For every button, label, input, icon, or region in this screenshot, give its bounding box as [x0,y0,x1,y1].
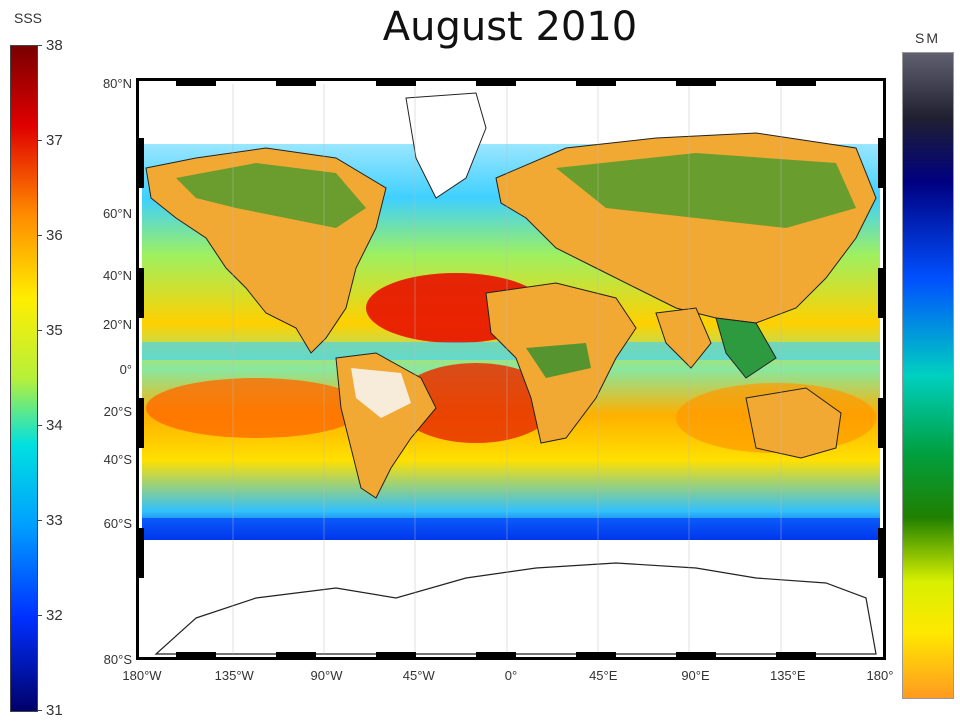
latitude-label: 60°N [102,206,132,221]
longitude-label: 180° [866,668,894,683]
sss-tick-label: 35 [46,322,63,339]
antarctica-outline [154,562,877,655]
south-pacific-high-salinity [146,378,366,438]
southeast-asia-landmass [715,317,777,379]
map-title: August 2010 [382,4,638,50]
southern-ocean-fresh-band [142,518,880,540]
longitude-label: 135°W [214,668,254,683]
world-map [136,78,886,660]
sss-tick-mark [37,425,42,426]
sss-tick-mark [37,235,42,236]
sss-tick-mark [37,520,42,521]
latitude-label: 40°N [102,268,132,283]
latitude-label: 40°S [103,452,132,467]
latitude-label: 20°N [102,317,132,332]
australia-landmass [745,387,842,459]
longitude-label: 45°W [402,668,435,683]
sss-tick-label: 34 [46,417,63,434]
latitude-label: 80°S [103,652,132,667]
sss-tick-mark [37,710,42,711]
sss-tick-mark [37,330,42,331]
south-asia-landmass [655,307,712,369]
longitude-label: 135°E [769,668,806,683]
sm-colorbar [902,52,954,699]
longitude-label: 90°W [310,668,343,683]
sss-tick-mark [37,140,42,141]
longitude-label: 180°W [122,668,162,683]
sss-colorbar-label: SSS [14,10,43,26]
sm-colorbar-label: SM [915,30,940,46]
sss-tick-label: 36 [46,227,63,244]
sss-tick-mark [37,615,42,616]
central-africa-wet [526,343,591,378]
longitude-label: 0° [504,668,518,683]
latitude-label: 0° [119,362,132,377]
sss-colorbar [10,45,38,712]
sss-tick-mark [37,45,42,46]
latitude-label: 80°N [102,76,132,91]
latitude-label: 20°S [103,404,132,419]
sss-tick-label: 31 [46,702,63,719]
longitude-label: 45°E [589,668,618,683]
sss-tick-label: 37 [46,132,63,149]
sss-tick-label: 38 [46,37,63,54]
sss-tick-label: 32 [46,607,63,624]
south-atlantic-high-salinity [396,363,556,443]
north-america-boreal-forest [176,163,366,228]
latitude-label: 60°S [103,516,132,531]
amazon-basin [351,368,411,418]
sss-tick-label: 33 [46,512,63,529]
longitude-label: 90°E [681,668,710,683]
greenland-landmass [405,92,487,199]
